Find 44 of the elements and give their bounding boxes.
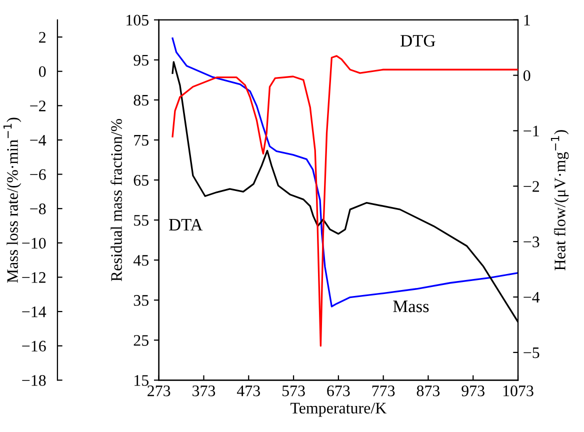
y-tick-label: 105 <box>126 14 148 26</box>
y2-tick-label: 0 <box>523 70 530 81</box>
x-tick-label: 473 <box>236 386 260 396</box>
y2-tick-label: −1 <box>524 126 539 136</box>
y-tick-label: 15 <box>134 375 148 386</box>
y2-tick-label: −3 <box>524 236 540 248</box>
x-tick-label: 873 <box>416 385 440 396</box>
x-tick-label: 573 <box>282 386 305 396</box>
y3-tick-label: 2 <box>39 32 46 43</box>
x-tick-label: 273 <box>148 386 170 396</box>
y3-tick-label: −10 <box>22 238 46 249</box>
y2-axis-title: Heat flow/(μV·mg$^{−1}$) <box>550 130 569 270</box>
y3-tick-label: 0 <box>38 66 46 78</box>
y-tick-label: 55 <box>134 215 148 226</box>
x-tick-label: 673 <box>327 386 350 396</box>
series-label: DTG <box>400 34 436 47</box>
y3-tick-label: −16 <box>22 340 46 352</box>
y-tick-label: 35 <box>134 295 148 306</box>
x-tick-label: 973 <box>462 386 484 396</box>
y3-axis-title: Mass loss rate/(%·min$^{−1}$) <box>3 118 22 283</box>
y-tick-label: 65 <box>134 174 148 186</box>
y-tick-label: 95 <box>134 54 148 66</box>
x-tick-label: 373 <box>192 386 216 396</box>
y3-tick-label: −8 <box>30 204 46 214</box>
y2-tick-label: −5 <box>524 348 540 358</box>
y-tick-label: 45 <box>133 255 148 266</box>
y2-tick-label: 1 <box>524 14 530 26</box>
y3-tick-label: −2 <box>30 100 46 112</box>
x-tick-label: 773 <box>372 386 395 396</box>
y-tick-label: 75 <box>134 135 148 146</box>
y3-tick-label: −14 <box>22 306 46 318</box>
y-axis-title: Residual mass fraction/% <box>110 118 122 282</box>
x-tick-label: 1073 <box>503 385 534 396</box>
y3-tick-label: −6 <box>30 169 46 180</box>
y3-tick-label: −18 <box>22 375 46 386</box>
y2-tick-label: −4 <box>524 292 540 303</box>
y-tick-label: 25 <box>134 335 148 346</box>
y2-tick-label: −2 <box>524 181 539 192</box>
y3-tick-label: −4 <box>30 134 46 146</box>
y3-tick-label: −12 <box>22 272 46 283</box>
series-label: Mass <box>393 300 429 312</box>
x-axis-title: Temperature/K <box>290 402 386 417</box>
y-tick-label: 85 <box>134 94 148 106</box>
series-label: DTA <box>169 218 203 230</box>
